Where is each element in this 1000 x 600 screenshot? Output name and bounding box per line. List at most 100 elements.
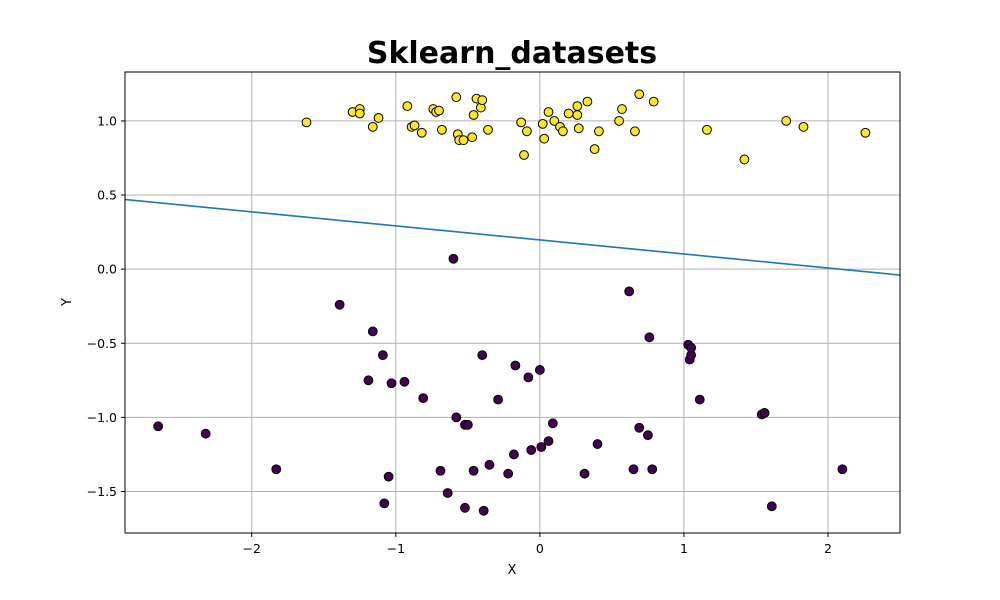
y-tick-label: −1.5 [87,484,117,499]
data-point-class-1 [483,124,493,135]
data-point-class-1 [416,127,427,138]
data-point-class-1 [648,96,659,107]
data-point-class-0 [478,505,489,516]
data-point-class-0 [435,465,446,476]
data-point-class-0 [477,350,488,361]
data-point-class-0 [536,442,547,452]
data-point-class-1 [373,113,384,123]
data-point-class-0 [647,464,658,475]
data-point-class-1 [572,110,583,120]
data-point-class-1 [409,120,420,131]
data-point-class-0 [363,375,374,386]
data-point-class-1 [573,123,584,134]
data-point-class-1 [614,116,624,126]
data-point-class-0 [592,439,603,449]
data-point-class-0 [694,394,705,405]
data-point-class-1 [798,121,809,132]
data-point-class-1 [860,127,871,138]
x-tick-label: 0 [536,541,544,556]
data-point-class-1 [582,96,593,107]
y-tick-label: 0.5 [97,188,117,203]
data-point-class-1 [543,107,554,117]
data-point-class-0 [399,376,410,387]
data-point-class-0 [484,459,495,470]
data-point-class-1 [702,124,712,135]
data-point-class-0 [526,445,537,455]
data-point-class-0 [643,430,653,441]
data-point-class-0 [547,418,558,429]
data-point-class-0 [468,465,479,476]
data-point-class-0 [418,393,429,404]
x-axis-label: X [508,563,517,578]
data-point-class-0 [386,378,397,389]
data-point-class-0 [503,468,514,479]
data-point-class-1 [516,117,527,128]
data-point-class-0 [448,253,459,264]
data-point-class-1 [354,108,365,119]
data-point-class-1 [630,126,640,137]
data-point-class-1 [467,132,478,143]
data-point-class-0 [644,332,655,343]
data-point-class-1 [367,121,378,132]
chart-title: Sklearn_datasets [367,36,657,71]
data-point-class-0 [628,464,639,475]
data-point-class-1 [451,92,462,103]
axes-frame [124,71,901,534]
data-point-class-0 [523,372,534,383]
data-point-class-1 [402,101,413,111]
y-tick-label: −0.5 [87,336,117,351]
data-point-class-1 [522,126,532,137]
tick-layer: −2 −1 0 1 2 −1.5 −1.0 −0.5 0.0 0.5 1.0 [87,113,832,556]
data-point-class-0 [383,471,394,482]
data-point-class-0 [442,488,453,498]
data-point-class-0 [837,464,848,475]
y-tick-label: 0.0 [97,262,117,277]
data-point-class-0 [462,419,473,430]
y-tick-label: −1.0 [87,410,117,425]
data-point-class-0 [377,350,388,361]
data-point-class-1 [477,95,488,106]
data-point-class-0 [200,428,211,439]
data-point-class-1 [537,118,548,129]
data-point-class-1 [634,89,645,100]
data-point-class-1 [589,144,600,154]
data-point-class-0 [579,468,590,479]
data-point-class-1 [558,126,568,137]
points-layer [153,89,871,516]
data-point-class-0 [451,412,462,423]
data-point-class-0 [634,422,645,433]
data-point-class-0 [367,326,378,337]
data-point-class-1 [549,116,560,126]
data-point-class-0 [543,436,554,446]
y-axis-label: Y [60,298,75,307]
data-point-class-0 [271,464,282,475]
data-point-class-1 [468,110,479,120]
data-point-class-1 [458,135,469,146]
data-point-class-1 [594,126,604,137]
data-point-class-0 [686,342,697,353]
data-point-class-0 [759,408,770,418]
grid-lines [125,72,900,533]
data-point-class-0 [510,360,521,371]
data-point-class-1 [572,101,583,111]
decision-boundary-line [124,198,901,276]
data-point-class-0 [624,286,635,297]
x-tick-label: 1 [680,541,688,556]
x-tick-label: −2 [243,541,261,556]
data-point-class-1 [519,150,529,160]
plot-area-border [124,71,901,534]
data-point-class-1 [781,116,792,126]
data-point-class-1 [739,154,750,165]
y-tick-label: 1.0 [97,113,117,128]
data-point-class-1 [301,117,312,128]
data-point-class-0 [493,394,503,405]
data-point-class-0 [509,449,519,460]
x-tick-label: −1 [387,541,405,556]
data-point-class-1 [434,105,444,116]
data-point-class-0 [460,502,470,513]
data-point-class-1 [617,104,627,114]
decision-boundary-layer [124,198,901,276]
data-point-class-1 [563,108,574,119]
data-point-class-0 [766,501,777,512]
